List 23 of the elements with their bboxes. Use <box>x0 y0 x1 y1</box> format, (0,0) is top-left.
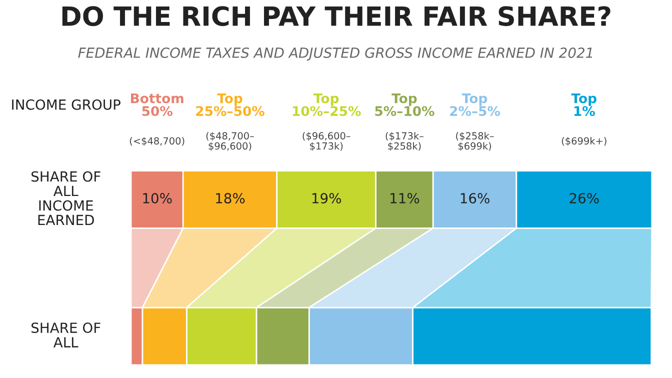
y-tick-label: SHARE OF ALL <box>32 322 100 348</box>
text: Top 1% <box>571 93 596 116</box>
annotation: ($48,700–$96,600) <box>206 132 254 151</box>
annotation: ($173k–$258k) <box>386 132 424 151</box>
data-label: 18% <box>216 192 245 204</box>
data-label: 19% <box>312 192 342 204</box>
text: Top 2%–5% <box>450 93 500 116</box>
chart-title: DO THE RICH PAY THEIR FAIR SHARE? <box>62 6 610 26</box>
text: Top 25%–50% <box>196 93 264 116</box>
annotation: ($96,600–$173k) <box>302 132 350 151</box>
chart-subtitle: FEDERAL INCOME TAXES AND ADJUSTED GROSS INCOME EARNED IN 2021 <box>78 47 592 61</box>
text: Top 5%–10% <box>375 93 434 116</box>
annotation: ($258k–$699k) <box>456 132 494 151</box>
y-tick-label: SHARE OF ALL INCOME EARNED <box>32 171 100 226</box>
data-label: 16% <box>460 192 490 204</box>
data-label: 26% <box>570 192 599 204</box>
data-label: 11% <box>390 192 420 204</box>
text: Top 10%–25% <box>292 93 361 116</box>
legend-title: INCOME GROUP <box>12 99 120 110</box>
annotation: ($699k+) <box>562 137 606 146</box>
annotation: (<$48,700) <box>130 137 184 146</box>
text: Bottom 50% <box>131 93 184 116</box>
data-label: 10% <box>143 192 172 204</box>
